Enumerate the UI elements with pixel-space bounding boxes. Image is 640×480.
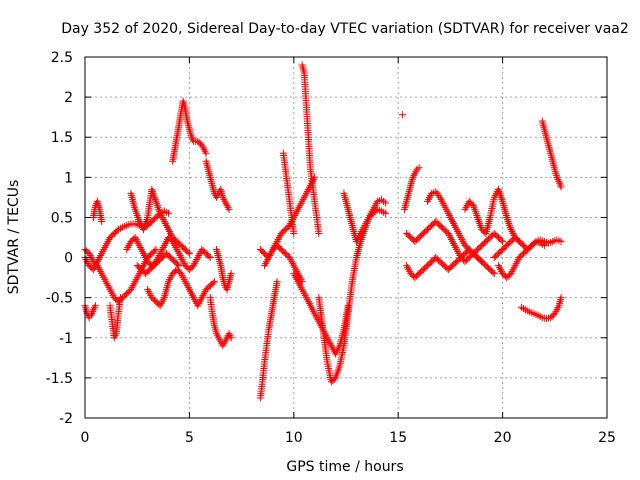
data-point-marker bbox=[398, 111, 406, 119]
data-point-marker bbox=[185, 250, 193, 258]
data-point-marker bbox=[273, 278, 281, 286]
data-point-marker bbox=[116, 294, 124, 302]
data-point-marker bbox=[174, 260, 182, 268]
data-point-marker bbox=[540, 242, 548, 250]
y-tick-label: -2 bbox=[59, 411, 73, 427]
data-points bbox=[81, 61, 565, 402]
x-tick-label: 20 bbox=[494, 430, 512, 446]
y-tick-label: 0 bbox=[64, 251, 73, 267]
x-axis-label: GPS time / hours bbox=[286, 459, 403, 475]
data-point-marker bbox=[175, 262, 183, 270]
y-tick-label: 2.5 bbox=[51, 50, 73, 66]
y-tick-label: -1 bbox=[59, 331, 73, 347]
data-point-marker bbox=[225, 205, 233, 213]
y-tick-label: 0.5 bbox=[51, 210, 73, 226]
y-tick-label: -0.5 bbox=[46, 291, 73, 307]
data-point-marker bbox=[315, 229, 323, 237]
y-tick-label: 1.5 bbox=[51, 130, 73, 146]
data-point-marker bbox=[184, 248, 192, 256]
data-point-marker bbox=[290, 229, 298, 237]
data-point-marker bbox=[205, 252, 213, 260]
data-point-marker bbox=[415, 164, 423, 172]
data-point-marker bbox=[210, 278, 218, 286]
y-tick-label: 1 bbox=[64, 170, 73, 186]
data-point-marker bbox=[202, 149, 210, 157]
data-point-marker bbox=[557, 183, 565, 191]
data-point-marker bbox=[152, 246, 160, 254]
grid bbox=[85, 57, 607, 418]
data-point-marker bbox=[499, 238, 507, 246]
data-point-marker bbox=[227, 270, 235, 278]
x-tick-label: 10 bbox=[285, 430, 303, 446]
data-point-marker bbox=[557, 238, 565, 246]
y-tick-label: -1.5 bbox=[46, 371, 73, 387]
y-tick-label: 2 bbox=[64, 90, 73, 106]
chart-title: Day 352 of 2020, Sidereal Day-to-day VTE… bbox=[61, 21, 629, 37]
data-point-marker bbox=[227, 334, 235, 342]
plot-frame bbox=[84, 56, 608, 419]
data-point-marker bbox=[98, 217, 106, 225]
data-point-marker bbox=[382, 209, 390, 217]
data-point-marker bbox=[206, 254, 214, 262]
y-axis-label: SDTVAR / TECUs bbox=[6, 180, 22, 295]
axis-ticks bbox=[84, 56, 608, 419]
data-point-marker bbox=[91, 302, 99, 310]
y-tick-labels: -2 -1.5 -1 -0.5 0 0.5 1 1.5 2 2.5 bbox=[46, 50, 73, 427]
data-point-marker bbox=[489, 268, 497, 276]
x-tick-label: 0 bbox=[81, 430, 90, 446]
data-point-marker bbox=[209, 279, 217, 287]
x-tick-label: 25 bbox=[598, 430, 616, 446]
data-point-marker bbox=[497, 236, 505, 244]
data-point-marker bbox=[165, 209, 173, 217]
x-tick-label: 5 bbox=[185, 430, 194, 446]
x-tick-labels: 0 5 10 15 20 25 bbox=[81, 430, 616, 446]
data-point-marker bbox=[557, 294, 565, 302]
data-point-marker bbox=[490, 270, 498, 278]
data-point-marker bbox=[151, 247, 159, 255]
data-point-marker bbox=[382, 199, 390, 207]
x-tick-label: 15 bbox=[389, 430, 407, 446]
